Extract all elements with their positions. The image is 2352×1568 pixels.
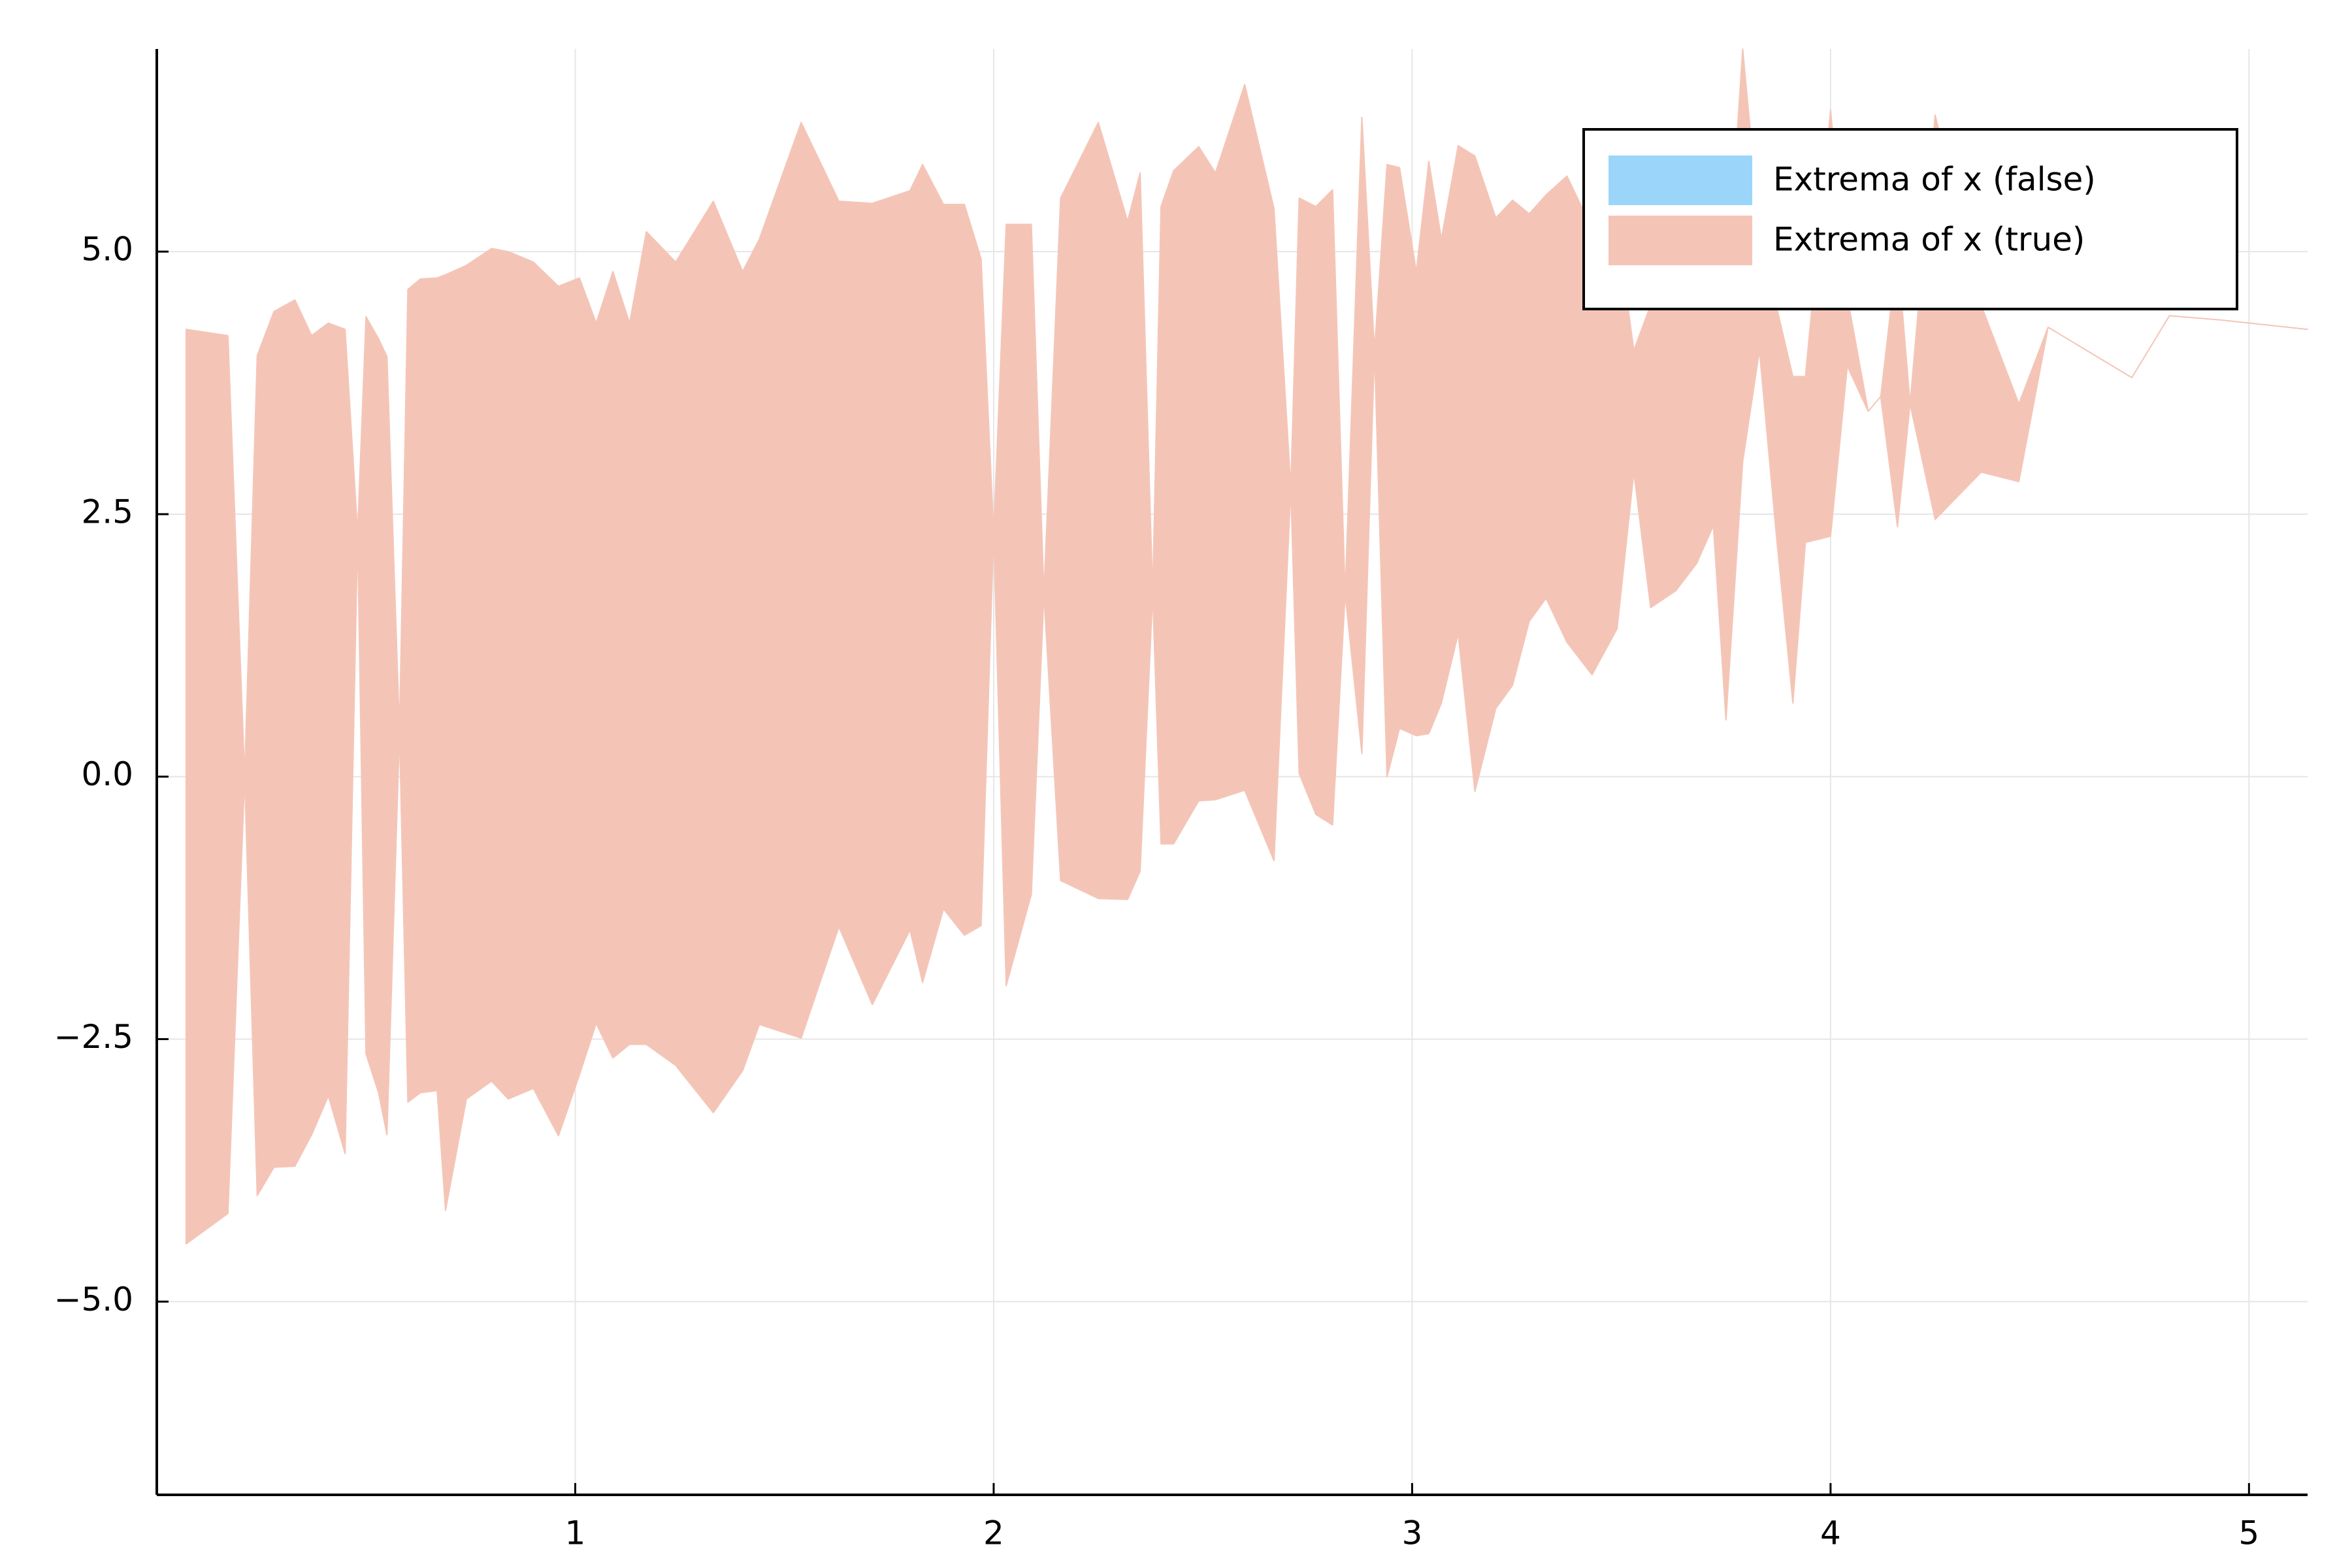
x-tick-label: 1 bbox=[565, 1514, 586, 1552]
x-tick-label: 2 bbox=[983, 1514, 1004, 1552]
x-tick-label: 5 bbox=[2238, 1514, 2259, 1552]
y-tick-label: 2.5 bbox=[81, 493, 133, 531]
y-tick-label: −2.5 bbox=[54, 1018, 133, 1056]
x-tick-label: 4 bbox=[1820, 1514, 1841, 1552]
y-tick-label: 0.0 bbox=[81, 755, 133, 793]
legend-swatch bbox=[1609, 155, 1752, 205]
y-tick-label: −5.0 bbox=[54, 1281, 133, 1318]
x-tick-label: 3 bbox=[1401, 1514, 1422, 1552]
y-tick-label: 5.0 bbox=[81, 231, 133, 269]
legend-label: Extrema of x (true) bbox=[1773, 221, 2085, 259]
legend-label: Extrema of x (false) bbox=[1773, 161, 2096, 199]
band-area bbox=[185, 48, 2308, 1245]
legend-swatch bbox=[1609, 216, 1752, 265]
